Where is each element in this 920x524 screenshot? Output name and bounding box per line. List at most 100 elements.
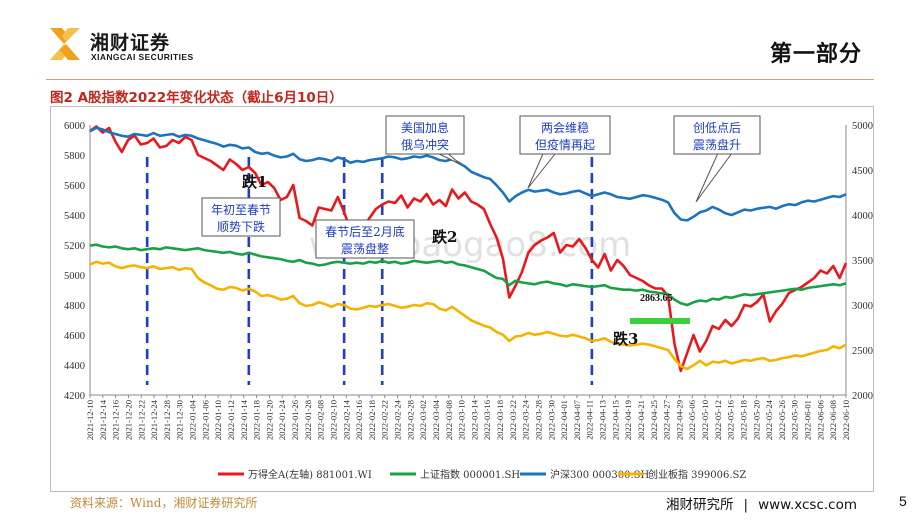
x-tick-label: 2022-06-01 (803, 400, 813, 440)
series-line-4 (89, 260, 847, 371)
source-note: 资料来源：Wind，湘财证券研究所 (70, 496, 258, 510)
x-tick-label: 2022-05-18 (738, 400, 748, 440)
figure-title: 图2 A股指数2022年变化状态（截止6月10日） (50, 90, 343, 106)
x-tick-label: 2022-03-24 (521, 399, 531, 440)
index-line-chart: 4200 4400 4600 4800 5000 5200 5400 5600 5800 6000… (64, 115, 873, 481)
x-tick-label: 2021-12-14 (98, 399, 108, 440)
annotation-early-decline-line-2: 顺势下跌 (217, 219, 265, 234)
footer-separator: | (743, 497, 749, 513)
annotation-two-sessions-line-2: 但疫情再起 (535, 137, 595, 152)
x-tick-label: 2022-04-21 (636, 400, 646, 440)
x-tick-label: 2022-03-16 (482, 399, 492, 440)
x-tick-label: 2022-03-02 (418, 400, 428, 440)
x-tick-label: 2022-06-08 (828, 400, 838, 440)
x-tick-label: 2022-01-28 (303, 400, 313, 440)
annotation-consolidation-box (315, 219, 415, 259)
x-tick-label: 2021-12-24 (149, 399, 159, 440)
footer-institute: 湘财研究所 (666, 497, 734, 513)
annotation-rate-war-line-1: 美国加息 (401, 120, 449, 135)
x-tick-label: 2022-05-16 (726, 399, 736, 440)
right-tick-label: 3500 (852, 256, 873, 267)
low-point-value: 2863.65 (640, 293, 673, 304)
annotation-rebound-line-2: 震荡盘升 (693, 137, 741, 152)
annotation-rebound-box (673, 115, 761, 155)
annotation-two-sessions-line-1: 两会维稳 (541, 120, 589, 135)
x-tick-label: 2022-01-18 (252, 400, 262, 440)
left-tick-label: 4600 (64, 331, 85, 342)
x-tick-label: 2022-03-30 (546, 400, 556, 440)
x-tick-label: 2022-04-19 (623, 400, 633, 440)
x-tick-label: 2022-05-06 (687, 399, 697, 440)
x-tick-label: 2022-04-07 (572, 399, 582, 440)
right-tick-label: 2500 (852, 346, 873, 357)
left-tick-label: 4200 (64, 391, 85, 402)
x-tick-label: 2022-04-25 (649, 400, 659, 440)
x-tick-label: 2022-01-12 (226, 400, 236, 440)
x-tick-label: 2021-12-28 (162, 400, 172, 440)
annotation-rate-war-line-2: 俄乌冲突 (401, 137, 449, 152)
x-tick-label: 2022-02-08 (316, 400, 326, 440)
x-tick-label: 2022-04-15 (610, 400, 620, 440)
left-tick-label: 4400 (64, 361, 85, 372)
x-tick-label: 2022-06-10 (841, 400, 851, 440)
annotation-rate-war-box (385, 115, 465, 155)
annotation-consolidation-line-1: 春节后至2月底 (325, 224, 405, 239)
x-tick-label: 2022-03-14 (469, 399, 479, 440)
x-tick-label: 2022-02-10 (328, 400, 338, 440)
x-tick-label: 2022-05-12 (713, 400, 723, 440)
x-tick-label: 2022-03-04 (431, 399, 441, 440)
callout-pointer-2 (527, 148, 561, 189)
low-point-marker-bar (630, 318, 690, 324)
footer-website[interactable]: www.xcsc.com (758, 497, 857, 513)
x-tick-label: 2022-02-18 (367, 400, 377, 440)
company-logo: 湘财证券 XIANGCAI SECURITIES (46, 18, 196, 70)
x-tick-label: 2022-01-26 (290, 399, 300, 440)
x-tick-label: 2022-03-18 (495, 400, 505, 440)
series-line-2 (89, 243, 847, 307)
legend-label-3: 沪深300 000300.SH (550, 468, 649, 481)
company-name-en: XIANGCAI SECURITIES (91, 52, 194, 62)
x-tick-label: 2022-03-28 (533, 400, 543, 440)
left-tick-label: 4800 (64, 301, 85, 312)
logo-mark-icon (50, 28, 80, 60)
x-tick-label: 2022-01-14 (239, 399, 249, 440)
x-tick-label: 2022-02-14 (341, 399, 351, 440)
x-tick-label: 2022-01-24 (277, 399, 287, 440)
legend-label-4: 创业板指 399006.SZ (648, 468, 746, 481)
series-line-1 (89, 125, 848, 373)
x-tick-label: 2022-04-27 (662, 399, 672, 440)
annotation-rebound-line-1: 创低点后 (693, 121, 741, 135)
right-tick-label: 4000 (852, 211, 873, 222)
left-tick-label: 5200 (64, 241, 85, 252)
drop-label-2: 跌2 (432, 228, 457, 246)
drop-label-3: 跌3 (613, 330, 638, 348)
section-title: 第一部分 (769, 41, 862, 67)
x-tick-label: 2022-05-26 (777, 399, 787, 440)
x-tick-label: 2021-12-16 (111, 399, 121, 440)
x-tick-label: 2022-04-13 (598, 400, 608, 440)
x-tick-label: 2022-05-20 (751, 400, 761, 440)
x-tick-label: 2022-04-29 (674, 400, 684, 440)
legend-label-2: 上证指数 000001.SH (420, 468, 520, 481)
drop-label-1: 跌1 (242, 173, 267, 191)
left-tick-label: 5400 (64, 211, 85, 222)
x-tick-label: 2022-01-10 (213, 400, 223, 440)
company-name-cn: 湘财证券 (90, 32, 171, 54)
left-tick-label: 6000 (64, 121, 85, 132)
x-tick-label: 2022-05-30 (790, 400, 800, 440)
x-tick-label: 2022-01-20 (264, 400, 274, 440)
x-tick-label: 2022-01-04 (188, 399, 198, 440)
annotation-early-decline-line-1: 年初至春节 (211, 203, 271, 217)
left-tick-label: 5000 (64, 271, 85, 282)
x-tick-label: 2021-12-22 (136, 400, 146, 440)
header-divider (46, 79, 874, 80)
page-number: 5 (899, 493, 907, 509)
x-tick-label: 2022-02-24 (393, 399, 403, 440)
callout-pointer-3 (695, 152, 733, 203)
right-tick-label: 4500 (852, 166, 873, 177)
x-tick-label: 2021-12-20 (123, 400, 133, 440)
annotation-two-sessions-box (519, 115, 611, 155)
x-tick-label: 2022-03-10 (457, 400, 467, 440)
footer-branding: 湘财研究所 | www.xcsc.com (666, 493, 857, 513)
x-tick-label: 2022-03-08 (444, 400, 454, 440)
